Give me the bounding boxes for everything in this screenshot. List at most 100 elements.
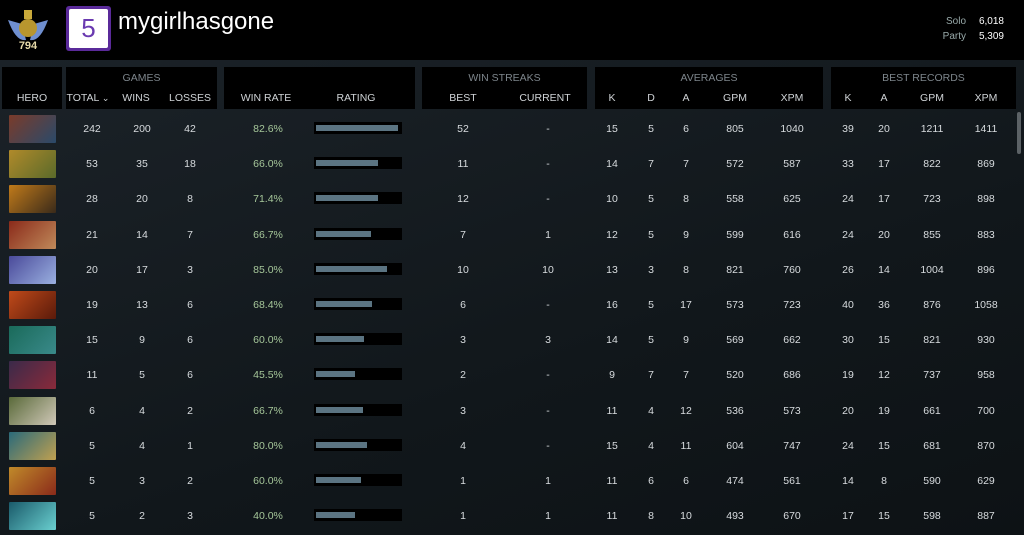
cell-gpm: 572 [726, 158, 744, 171]
cell-d: 5 [648, 193, 654, 206]
cell-losses: 2 [187, 475, 193, 487]
col-losses[interactable]: LOSSES [168, 92, 212, 104]
cell-wins: 4 [139, 439, 145, 452]
hero-portrait-icon[interactable] [9, 115, 56, 143]
table-row[interactable]: 28 20 8 71.4% 12 - 10 5 8 558 625 24 17 723 898 [0, 182, 1016, 217]
table-row[interactable]: 5 2 3 40.0% 1 1 11 8 10 493 670 17 15 598 887 [0, 499, 1016, 534]
col-win-rate[interactable]: WIN RATE [240, 92, 292, 104]
solo-mmr-value: 6,018 [978, 16, 1004, 27]
best-records-group: BEST RECORDS K A GPM XPM [831, 67, 1016, 109]
col-current-streak[interactable]: CURRENT [519, 92, 571, 104]
rating-bar [314, 227, 402, 240]
cell-wins: 20 [136, 193, 148, 206]
cell-total: 5 [89, 475, 95, 487]
cell-d: 5 [648, 228, 654, 241]
cell-bxpm: 1058 [974, 299, 998, 311]
win-streaks-title: WIN STREAKS [468, 72, 541, 84]
cell-wins: 200 [133, 123, 151, 135]
cell-a: 9 [683, 334, 689, 347]
cell-losses: 3 [187, 263, 193, 276]
cell-a: 8 [683, 193, 689, 206]
table-row[interactable]: 11 5 6 45.5% 2 - 9 7 7 520 686 19 12 737 958 [0, 358, 1016, 393]
col-best-gpm[interactable]: GPM [920, 92, 944, 104]
hero-portrait-icon[interactable] [9, 502, 56, 531]
hero-portrait-icon[interactable] [9, 467, 56, 495]
cell-win-rate: 45.5% [253, 369, 283, 382]
cell-bgpm: 681 [923, 439, 941, 452]
col-hero[interactable]: HERO [16, 92, 48, 104]
cell-losses: 42 [184, 123, 196, 135]
col-avg-k[interactable]: K [608, 92, 616, 104]
cell-xpm: 561 [783, 475, 801, 487]
table-row[interactable]: 5 4 1 80.0% 4 - 15 4 11 604 747 24 15 681 870 [0, 429, 1016, 464]
table-row[interactable]: 15 9 6 60.0% 3 3 14 5 9 569 662 30 15 821 930 [0, 323, 1016, 358]
hero-portrait-icon[interactable] [9, 220, 56, 249]
cell-losses: 18 [184, 158, 196, 171]
cell-best: 52 [457, 123, 469, 135]
cell-bk: 24 [842, 193, 854, 206]
col-avg-xpm[interactable]: XPM [780, 92, 804, 104]
cell-bgpm: 821 [923, 334, 941, 347]
cell-current: 1 [545, 475, 551, 487]
hero-portrait-icon[interactable] [9, 431, 56, 460]
winrate-group: WIN RATE RATING [224, 67, 415, 109]
cell-win-rate: 40.0% [253, 510, 283, 523]
col-best-k[interactable]: K [844, 92, 852, 104]
cell-wins: 2 [139, 510, 145, 523]
table-row[interactable]: 21 14 7 66.7% 7 1 12 5 9 599 616 24 20 855 883 [0, 218, 1016, 253]
table-row[interactable]: 242 200 42 82.6% 52 - 15 5 6 805 1040 39 20 1211 1411 [0, 112, 1016, 147]
cell-k: 9 [609, 369, 615, 382]
hero-portrait-icon[interactable] [9, 396, 56, 425]
col-best-streak[interactable]: BEST [449, 92, 477, 104]
cell-losses: 6 [187, 299, 193, 311]
col-avg-gpm[interactable]: GPM [723, 92, 747, 104]
cell-bk: 30 [842, 334, 854, 347]
solo-label: Solo [945, 16, 966, 27]
cell-win-rate: 85.0% [253, 263, 283, 276]
hero-portrait-icon[interactable] [9, 185, 56, 214]
col-total-label: TOTAL [66, 92, 100, 104]
hero-portrait-icon[interactable] [9, 361, 56, 390]
cell-gpm: 599 [726, 228, 744, 241]
cell-bk: 14 [842, 475, 854, 487]
cell-d: 5 [648, 334, 654, 347]
col-best-xpm[interactable]: XPM [974, 92, 998, 104]
hero-portrait-icon[interactable] [9, 326, 56, 355]
cell-d: 5 [648, 123, 654, 135]
col-best-a[interactable]: A [880, 92, 888, 104]
cell-ba: 20 [878, 228, 890, 241]
rank-number: 794 [18, 40, 38, 52]
col-wins[interactable]: WINS [122, 92, 150, 104]
table-row[interactable]: 19 13 6 68.4% 6 - 16 5 17 573 723 40 36 876 1058 [0, 288, 1016, 323]
hero-portrait-icon[interactable] [9, 255, 56, 284]
cell-d: 7 [648, 369, 654, 382]
cell-bgpm: 1211 [920, 123, 944, 135]
cell-best: 11 [457, 158, 469, 171]
scrollbar[interactable] [1017, 112, 1021, 154]
cell-win-rate: 82.6% [253, 123, 283, 135]
cell-xpm: 662 [783, 334, 801, 347]
party-mmr: Party 5,309 [943, 31, 1004, 42]
games-group: GAMES TOTAL ⌄ WINS LOSSES [66, 67, 217, 109]
avatar[interactable]: 5 [66, 6, 111, 51]
hero-stats-table: HERO GAMES TOTAL ⌄ WINS LOSSES WIN RATE … [0, 60, 1024, 535]
table-row[interactable]: 6 4 2 66.7% 3 - 11 4 12 536 573 20 19 661 700 [0, 394, 1016, 429]
hero-column-header: HERO [2, 67, 62, 109]
col-avg-d[interactable]: D [647, 92, 655, 104]
col-total[interactable]: TOTAL ⌄ [67, 92, 110, 104]
cell-losses: 7 [187, 228, 193, 241]
sort-chevron-icon: ⌄ [101, 93, 110, 103]
cell-bxpm: 870 [977, 439, 995, 452]
table-row[interactable]: 20 17 3 85.0% 10 10 13 3 8 821 760 26 14 1004 896 [0, 253, 1016, 288]
cell-current: - [546, 404, 550, 417]
col-avg-a[interactable]: A [682, 92, 690, 104]
hero-portrait-icon[interactable] [9, 291, 56, 319]
cell-ba: 14 [878, 263, 890, 276]
cell-a: 6 [683, 123, 689, 135]
hero-portrait-icon[interactable] [9, 150, 56, 179]
rating-bar-fill [316, 265, 387, 272]
cell-xpm: 670 [783, 510, 801, 523]
col-rating[interactable]: RATING [336, 92, 376, 104]
table-row[interactable]: 5 3 2 60.0% 1 1 11 6 6 474 561 14 8 590 629 [0, 464, 1016, 499]
table-row[interactable]: 53 35 18 66.0% 11 - 14 7 7 572 587 33 17 822 869 [0, 147, 1016, 182]
